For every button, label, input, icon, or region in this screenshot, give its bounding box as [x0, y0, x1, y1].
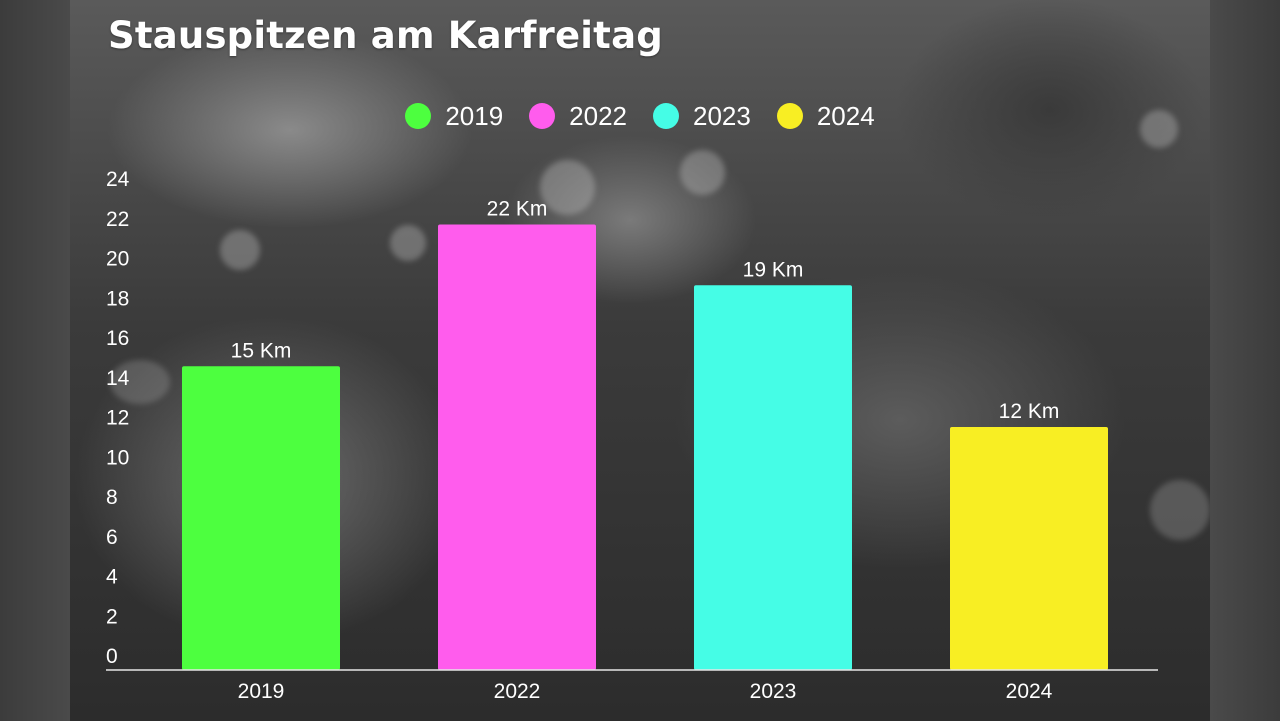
y-tick-label: 24 — [106, 168, 130, 191]
y-tick-label: 4 — [106, 566, 118, 589]
legend-label: 2024 — [816, 100, 875, 131]
bar-2023 — [694, 285, 852, 670]
legend-swatch — [405, 103, 432, 129]
data-label-2022: 22 Km — [487, 198, 548, 221]
x-axis: 2019 2022 2023 2024 — [238, 680, 1053, 703]
legend-swatch — [529, 103, 556, 129]
x-tick-label-2024: 2024 — [1006, 680, 1053, 703]
y-tick-label: 16 — [106, 327, 129, 350]
legend-item-2022: 2022 — [529, 101, 627, 132]
y-tick-label: 8 — [106, 486, 118, 509]
y-tick-label: 14 — [106, 367, 130, 390]
x-tick-label-2022: 2022 — [494, 680, 541, 703]
bars — [182, 224, 1108, 670]
legend-label: 2022 — [569, 100, 627, 131]
legend-label: 2019 — [445, 100, 504, 131]
chart-legend: 2019 2022 2023 2024 — [0, 100, 1280, 132]
bar-2022 — [438, 224, 596, 670]
data-label-2023: 19 Km — [743, 258, 804, 281]
y-tick-label: 0 — [106, 645, 118, 668]
y-tick-label: 20 — [106, 248, 129, 271]
legend-item-2019: 2019 — [405, 101, 503, 132]
data-label-2019: 15 Km — [231, 339, 292, 362]
y-tick-label: 18 — [106, 287, 129, 310]
x-tick-label-2023: 2023 — [750, 680, 797, 703]
y-tick-label: 22 — [106, 208, 129, 231]
legend-label: 2023 — [693, 100, 751, 131]
legend-swatch — [653, 103, 679, 129]
right-letterbox — [1210, 0, 1280, 721]
chart-title: Stauspitzen am Karfreitag — [108, 14, 663, 57]
bar-2024 — [950, 427, 1108, 670]
y-tick-label: 10 — [106, 446, 129, 469]
bar-2019 — [182, 366, 340, 670]
left-letterbox — [0, 0, 70, 721]
legend-item-2024: 2024 — [776, 100, 875, 132]
y-tick-label: 12 — [106, 407, 129, 430]
y-tick-label: 6 — [106, 526, 118, 549]
legend-swatch — [776, 103, 803, 129]
data-labels: 15 Km 22 Km 19 Km 12 Km — [231, 198, 1060, 424]
y-tick-label: 2 — [106, 605, 118, 628]
legend-item-2023: 2023 — [653, 101, 751, 132]
x-tick-label-2019: 2019 — [238, 680, 285, 703]
data-label-2024: 12 Km — [999, 400, 1060, 423]
